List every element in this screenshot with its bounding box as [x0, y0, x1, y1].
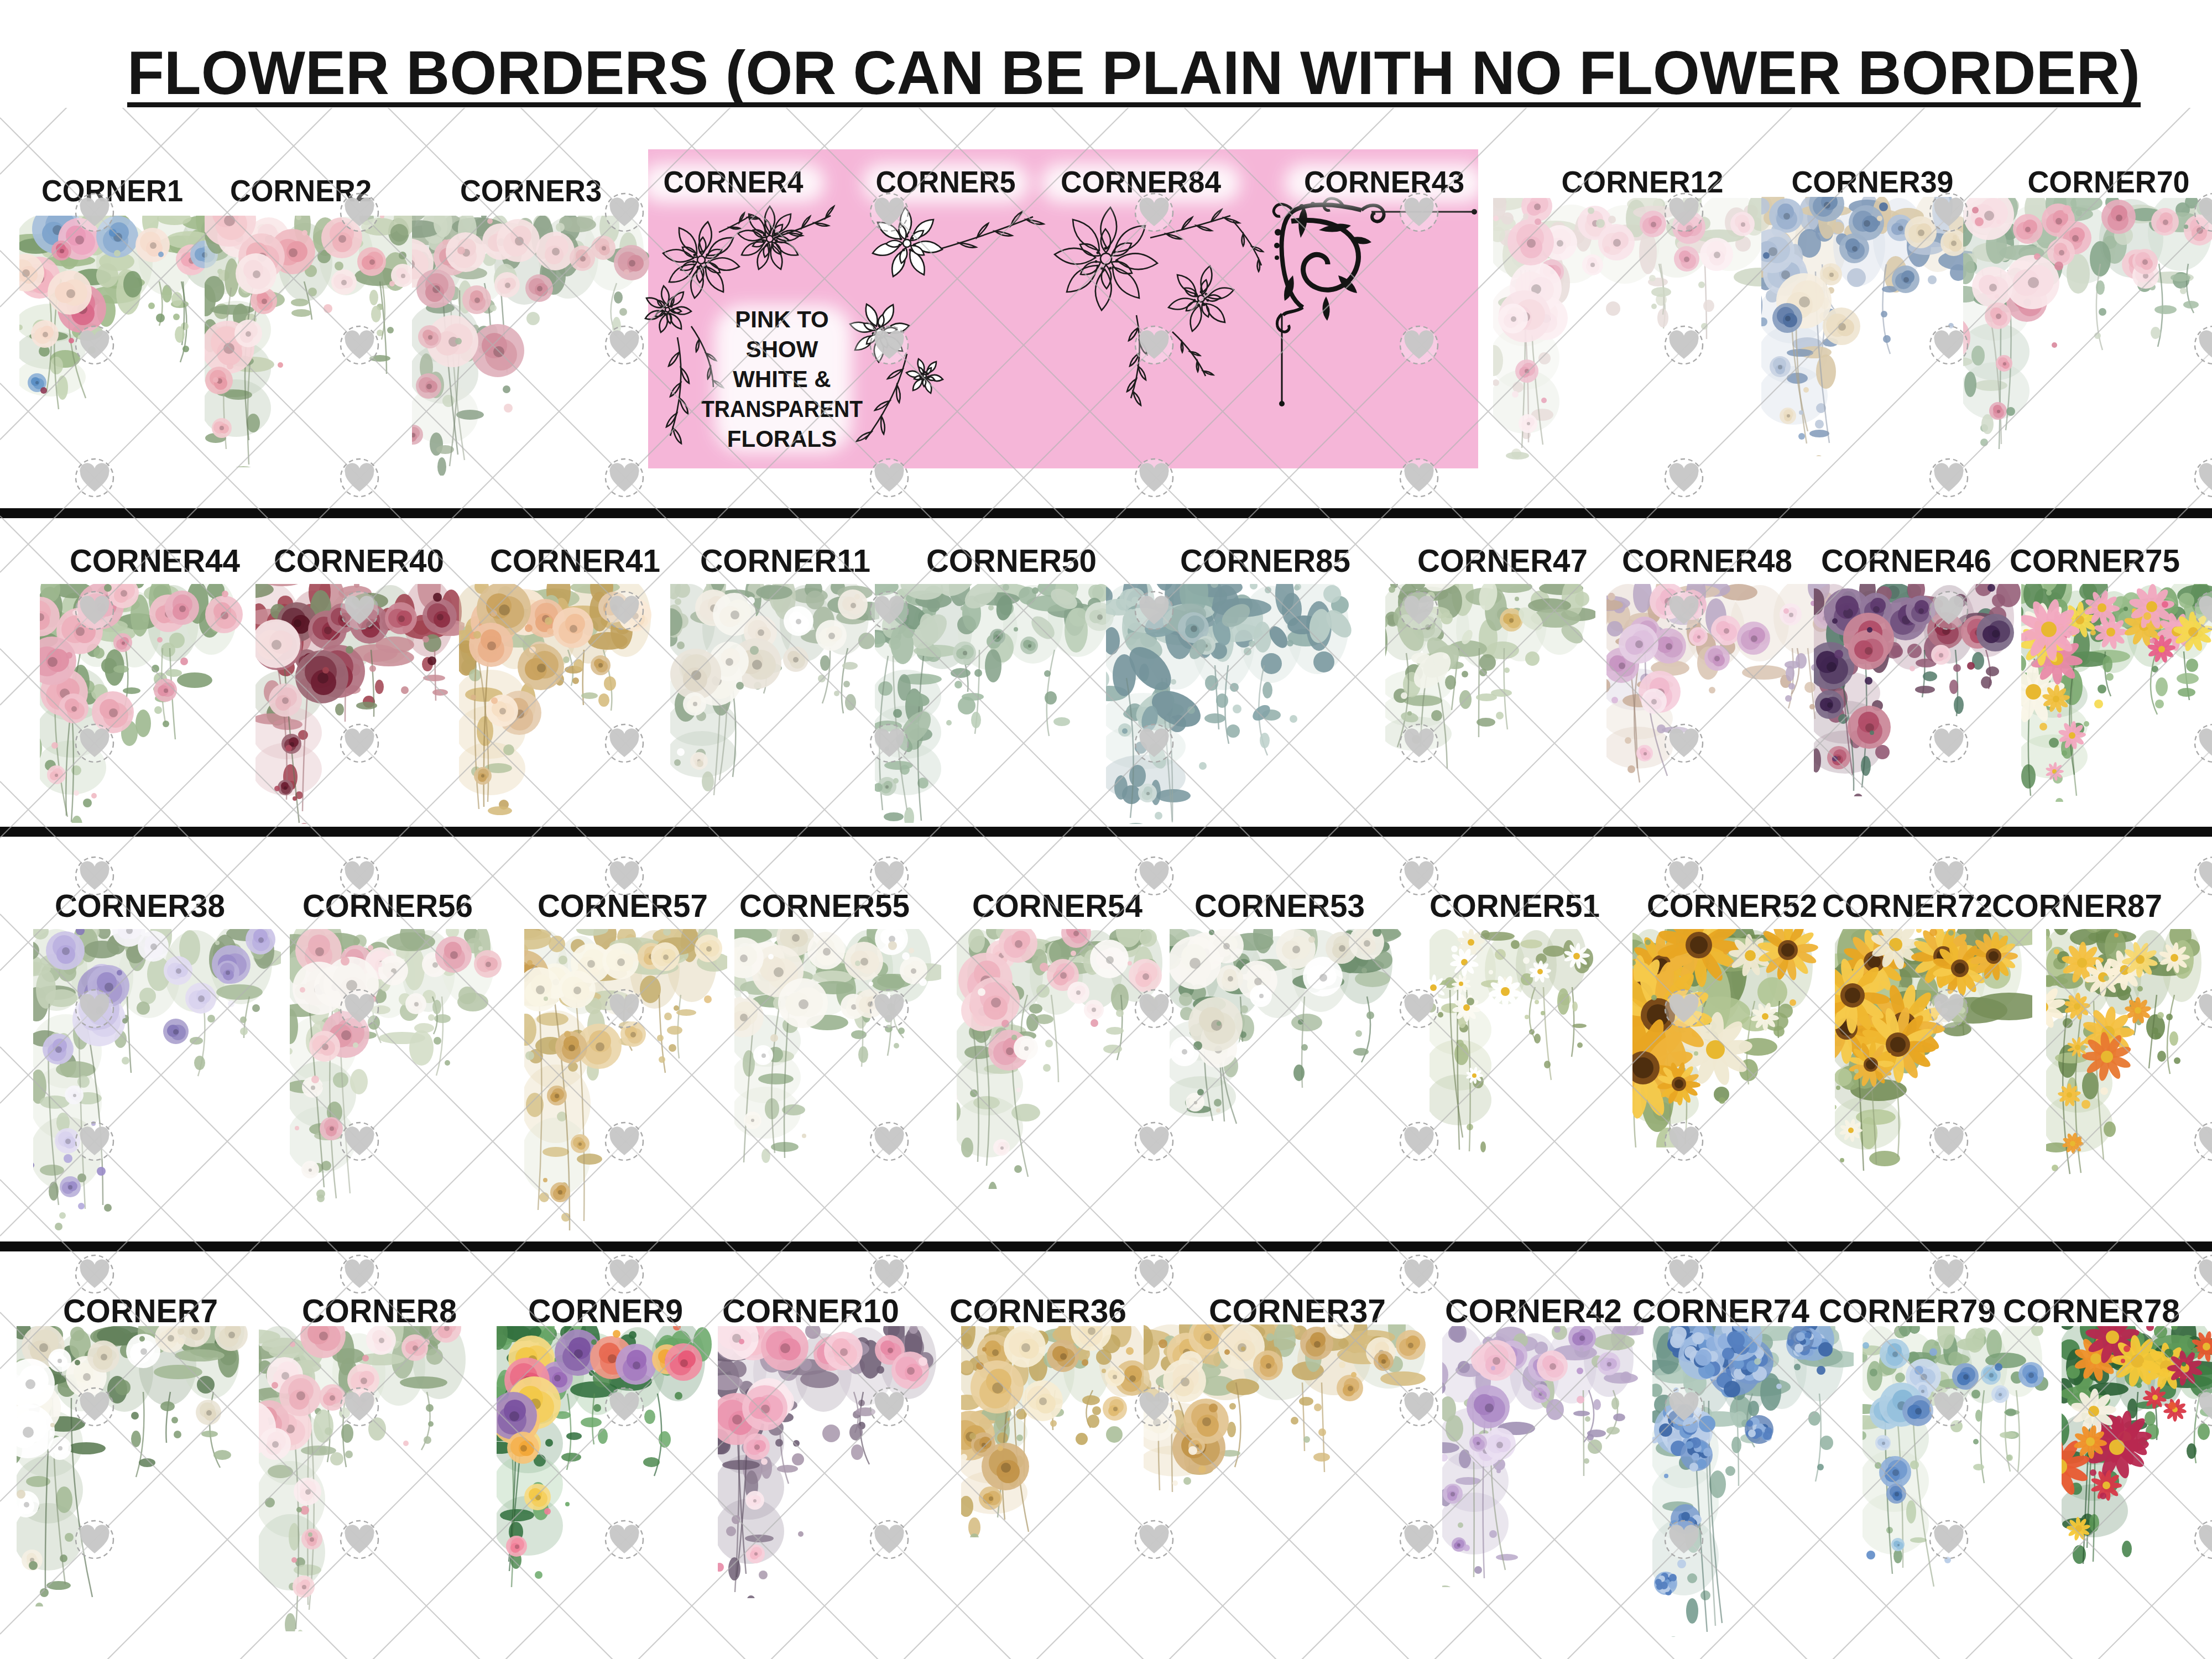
svg-text:CORNER75: CORNER75 — [2010, 542, 2180, 578]
svg-text:CORNER54: CORNER54 — [972, 888, 1142, 924]
svg-text:CORNER8: CORNER8 — [302, 1292, 457, 1329]
svg-text:CORNER48: CORNER48 — [1622, 542, 1792, 578]
svg-text:SHOW: SHOW — [746, 336, 818, 362]
svg-text:TRANSPARENT: TRANSPARENT — [701, 396, 863, 422]
svg-text:CORNER46: CORNER46 — [1821, 542, 1991, 578]
svg-text:CORNER40: CORNER40 — [274, 542, 444, 578]
svg-text:CORNER52: CORNER52 — [1647, 888, 1817, 924]
svg-text:CORNER5: CORNER5 — [876, 164, 1016, 199]
svg-text:CORNER53: CORNER53 — [1194, 888, 1365, 924]
svg-text:CORNER70: CORNER70 — [2028, 164, 2190, 199]
svg-text:FLORALS: FLORALS — [727, 426, 837, 452]
svg-text:CORNER47: CORNER47 — [1417, 542, 1588, 578]
svg-text:CORNER11: CORNER11 — [700, 542, 870, 578]
svg-text:FLOWER BORDERS (OR CAN BE PLAI: FLOWER BORDERS (OR CAN BE PLAIN WITH NO … — [127, 38, 2140, 107]
svg-text:CORNER87: CORNER87 — [1992, 888, 2162, 924]
svg-text:PINK TO: PINK TO — [735, 306, 829, 332]
svg-text:WHITE &: WHITE & — [733, 366, 831, 392]
svg-text:CORNER9: CORNER9 — [528, 1292, 683, 1329]
svg-text:CORNER84: CORNER84 — [1061, 164, 1221, 199]
svg-text:CORNER56: CORNER56 — [302, 888, 473, 924]
svg-text:CORNER10: CORNER10 — [722, 1292, 899, 1329]
svg-text:CORNER3: CORNER3 — [460, 173, 602, 208]
svg-text:CORNER44: CORNER44 — [70, 542, 240, 578]
svg-text:CORNER38: CORNER38 — [55, 888, 225, 924]
svg-text:CORNER4: CORNER4 — [664, 164, 804, 199]
svg-text:CORNER79: CORNER79 — [1819, 1292, 1996, 1329]
svg-text:CORNER72: CORNER72 — [1822, 888, 1992, 924]
svg-text:CORNER50: CORNER50 — [926, 542, 1097, 578]
svg-text:CORNER37: CORNER37 — [1209, 1292, 1386, 1329]
svg-text:CORNER36: CORNER36 — [950, 1292, 1126, 1329]
svg-text:CORNER1: CORNER1 — [41, 173, 183, 208]
svg-text:CORNER39: CORNER39 — [1792, 164, 1954, 199]
svg-text:CORNER51: CORNER51 — [1430, 888, 1600, 924]
svg-text:CORNER78: CORNER78 — [2003, 1292, 2180, 1329]
svg-text:CORNER7: CORNER7 — [63, 1292, 218, 1329]
